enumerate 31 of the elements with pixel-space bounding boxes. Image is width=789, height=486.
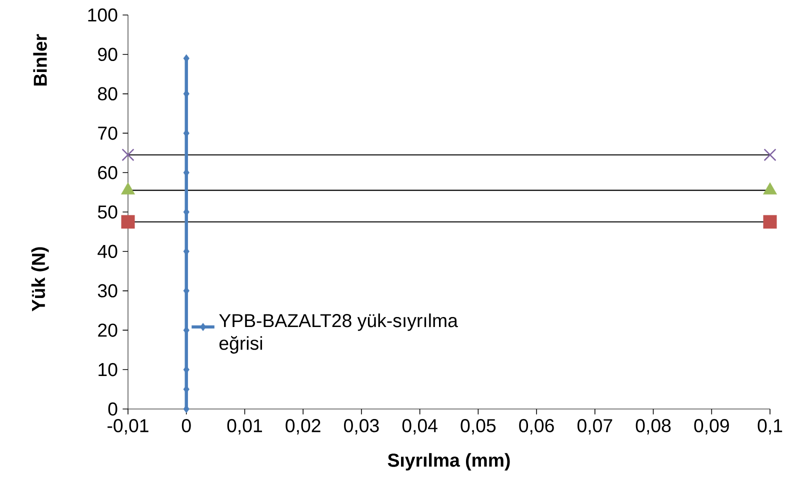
y-tick-label: 60 (98, 166, 118, 180)
y-tick-label: 50 (98, 205, 118, 219)
y-tick-label: 70 (98, 126, 118, 140)
x-tick-label: 0,07 (577, 419, 612, 434)
y-tick-label: 0 (108, 402, 118, 416)
x-tick-label: 0,01 (227, 419, 262, 434)
x-tick-label: 0,08 (636, 419, 671, 434)
x-tick-label: 0,02 (286, 419, 320, 434)
x-tick-label: 0 (182, 419, 191, 432)
point (121, 215, 135, 229)
x-tick-label: 0,09 (694, 419, 729, 434)
y-tick-label: 90 (98, 48, 118, 62)
y-tick-label: 20 (98, 324, 118, 337)
text: Binler (33, 34, 47, 86)
legend-label: YPB-BAZALT28 yük-sıyrılma eğrisi (219, 314, 458, 354)
x-tick-label: 0,06 (519, 419, 554, 434)
x-tick-label: 0,1 (758, 419, 782, 434)
y-axis-title: Yük (N) (31, 247, 49, 312)
y-tick-label: 80 (98, 87, 118, 100)
x-tick-label: 0,05 (460, 419, 496, 434)
point (122, 148, 134, 162)
y-tick-label: 100 (88, 8, 118, 22)
y-tick-label: 10 (98, 362, 118, 376)
x-axis-title: Sıyrılma (mm) (388, 453, 510, 471)
x-tick-label: 0,04 (402, 419, 438, 434)
y-tick-label: 40 (98, 244, 118, 258)
point (764, 148, 776, 162)
x-tick-label: 0,03 (344, 419, 379, 434)
y-tick-label: 30 (98, 284, 118, 298)
x-tick-label: -0,01 (108, 419, 148, 434)
point (763, 215, 777, 229)
